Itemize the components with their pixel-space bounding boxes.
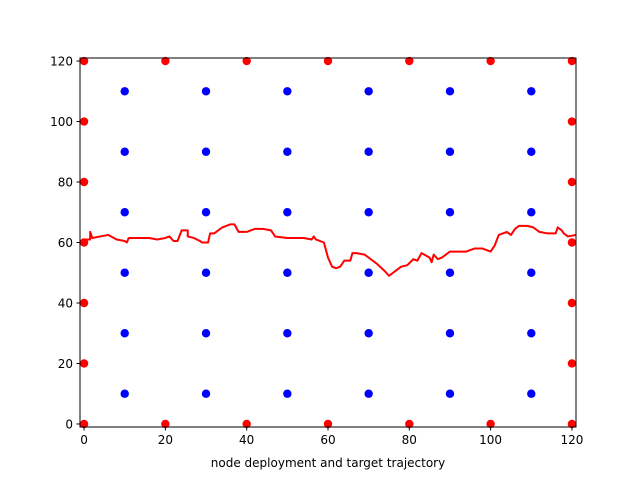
anchor-node-point: [79, 419, 89, 429]
sensor-node-point: [445, 208, 455, 217]
anchor-node-point: [486, 419, 495, 429]
sensor-node-point: [201, 87, 211, 96]
trajectory-line: [84, 223, 577, 277]
anchor-node-point: [79, 359, 89, 368]
sensor-node-point: [527, 208, 536, 217]
sensor-node-point: [527, 329, 536, 338]
sensor-node-point: [201, 208, 211, 217]
sensor-node-point: [120, 389, 129, 398]
y-tick-label: 60: [58, 236, 73, 250]
y-tick-label: 20: [58, 357, 73, 371]
anchor-node-point: [79, 177, 89, 187]
x-axis-ticks: 0 20 40 60 80 100 120: [80, 427, 583, 447]
x-tick-label: 60: [320, 433, 335, 447]
sensor-node-point: [364, 208, 373, 217]
sensor-node-point: [364, 87, 373, 96]
sensor-node-point: [283, 87, 292, 96]
anchor-node-point: [323, 56, 333, 66]
anchor-node-point: [567, 298, 577, 308]
anchor-node-point: [242, 56, 251, 66]
x-tick-label: 120: [560, 433, 583, 447]
sensor-node-point: [283, 208, 292, 217]
y-tick-label: 120: [50, 55, 73, 69]
sensor-node-point: [364, 329, 373, 338]
anchor-node-point: [567, 177, 577, 187]
anchor-node-point: [79, 298, 89, 308]
anchor-node-point: [567, 238, 577, 247]
anchor-node-point: [242, 419, 251, 429]
sensor-node-point: [364, 268, 373, 277]
sensor-node-point: [201, 268, 211, 277]
sensor-node-point: [120, 329, 129, 338]
anchor-node-point: [567, 117, 577, 126]
sensor-node-point: [445, 329, 455, 338]
x-tick-label: 100: [479, 433, 502, 447]
sensor-node-point: [445, 147, 455, 156]
sensor-node-point: [283, 147, 292, 156]
anchor-node-point: [567, 419, 577, 429]
plot-area: [80, 58, 576, 427]
chart-marks: [79, 56, 577, 429]
sensor-node-point: [364, 389, 373, 398]
sensor-node-point: [283, 329, 292, 338]
anchor-node-point: [567, 56, 577, 66]
anchor-node-point: [323, 419, 333, 429]
sensor-node-point: [201, 389, 211, 398]
sensor-node-point: [120, 208, 129, 217]
sensor-node-point: [201, 147, 211, 156]
y-tick-label: 100: [50, 115, 73, 129]
sensor-node-point: [445, 87, 455, 96]
anchor-node-point: [79, 238, 89, 247]
sensor-node-point: [445, 389, 455, 398]
anchor-node-point: [405, 56, 414, 66]
x-tick-label: 80: [402, 433, 417, 447]
x-tick-label: 0: [80, 433, 88, 447]
x-tick-label: 40: [239, 433, 254, 447]
sensor-node-point: [364, 147, 373, 156]
sensor-node-point: [527, 268, 536, 277]
anchor-node-point: [161, 419, 170, 429]
y-axis-ticks: 0 20 40 60 80 100 120: [50, 55, 80, 431]
sensor-node-point: [527, 147, 536, 156]
sensor-node-point: [283, 389, 292, 398]
anchor-node-point: [161, 56, 170, 66]
anchor-node-point: [79, 56, 89, 66]
anchor-node-point: [567, 359, 577, 368]
sensor-node-point: [120, 147, 129, 156]
y-tick-label: 40: [58, 296, 73, 310]
sensor-node-point: [445, 268, 455, 277]
sensor-node-point: [283, 268, 292, 277]
sensor-node-point: [120, 87, 129, 96]
anchor-node-point: [405, 419, 414, 429]
x-axis-label: node deployment and target trajectory: [211, 456, 445, 470]
sensor-node-point: [201, 329, 211, 338]
anchor-node-point: [79, 117, 89, 126]
anchor-node-point: [486, 56, 495, 66]
x-tick-label: 20: [158, 433, 173, 447]
y-tick-label: 0: [65, 417, 73, 431]
sensor-node-point: [527, 87, 536, 96]
sensor-node-point: [527, 389, 536, 398]
sensor-node-point: [120, 268, 129, 277]
y-tick-label: 80: [58, 176, 73, 190]
